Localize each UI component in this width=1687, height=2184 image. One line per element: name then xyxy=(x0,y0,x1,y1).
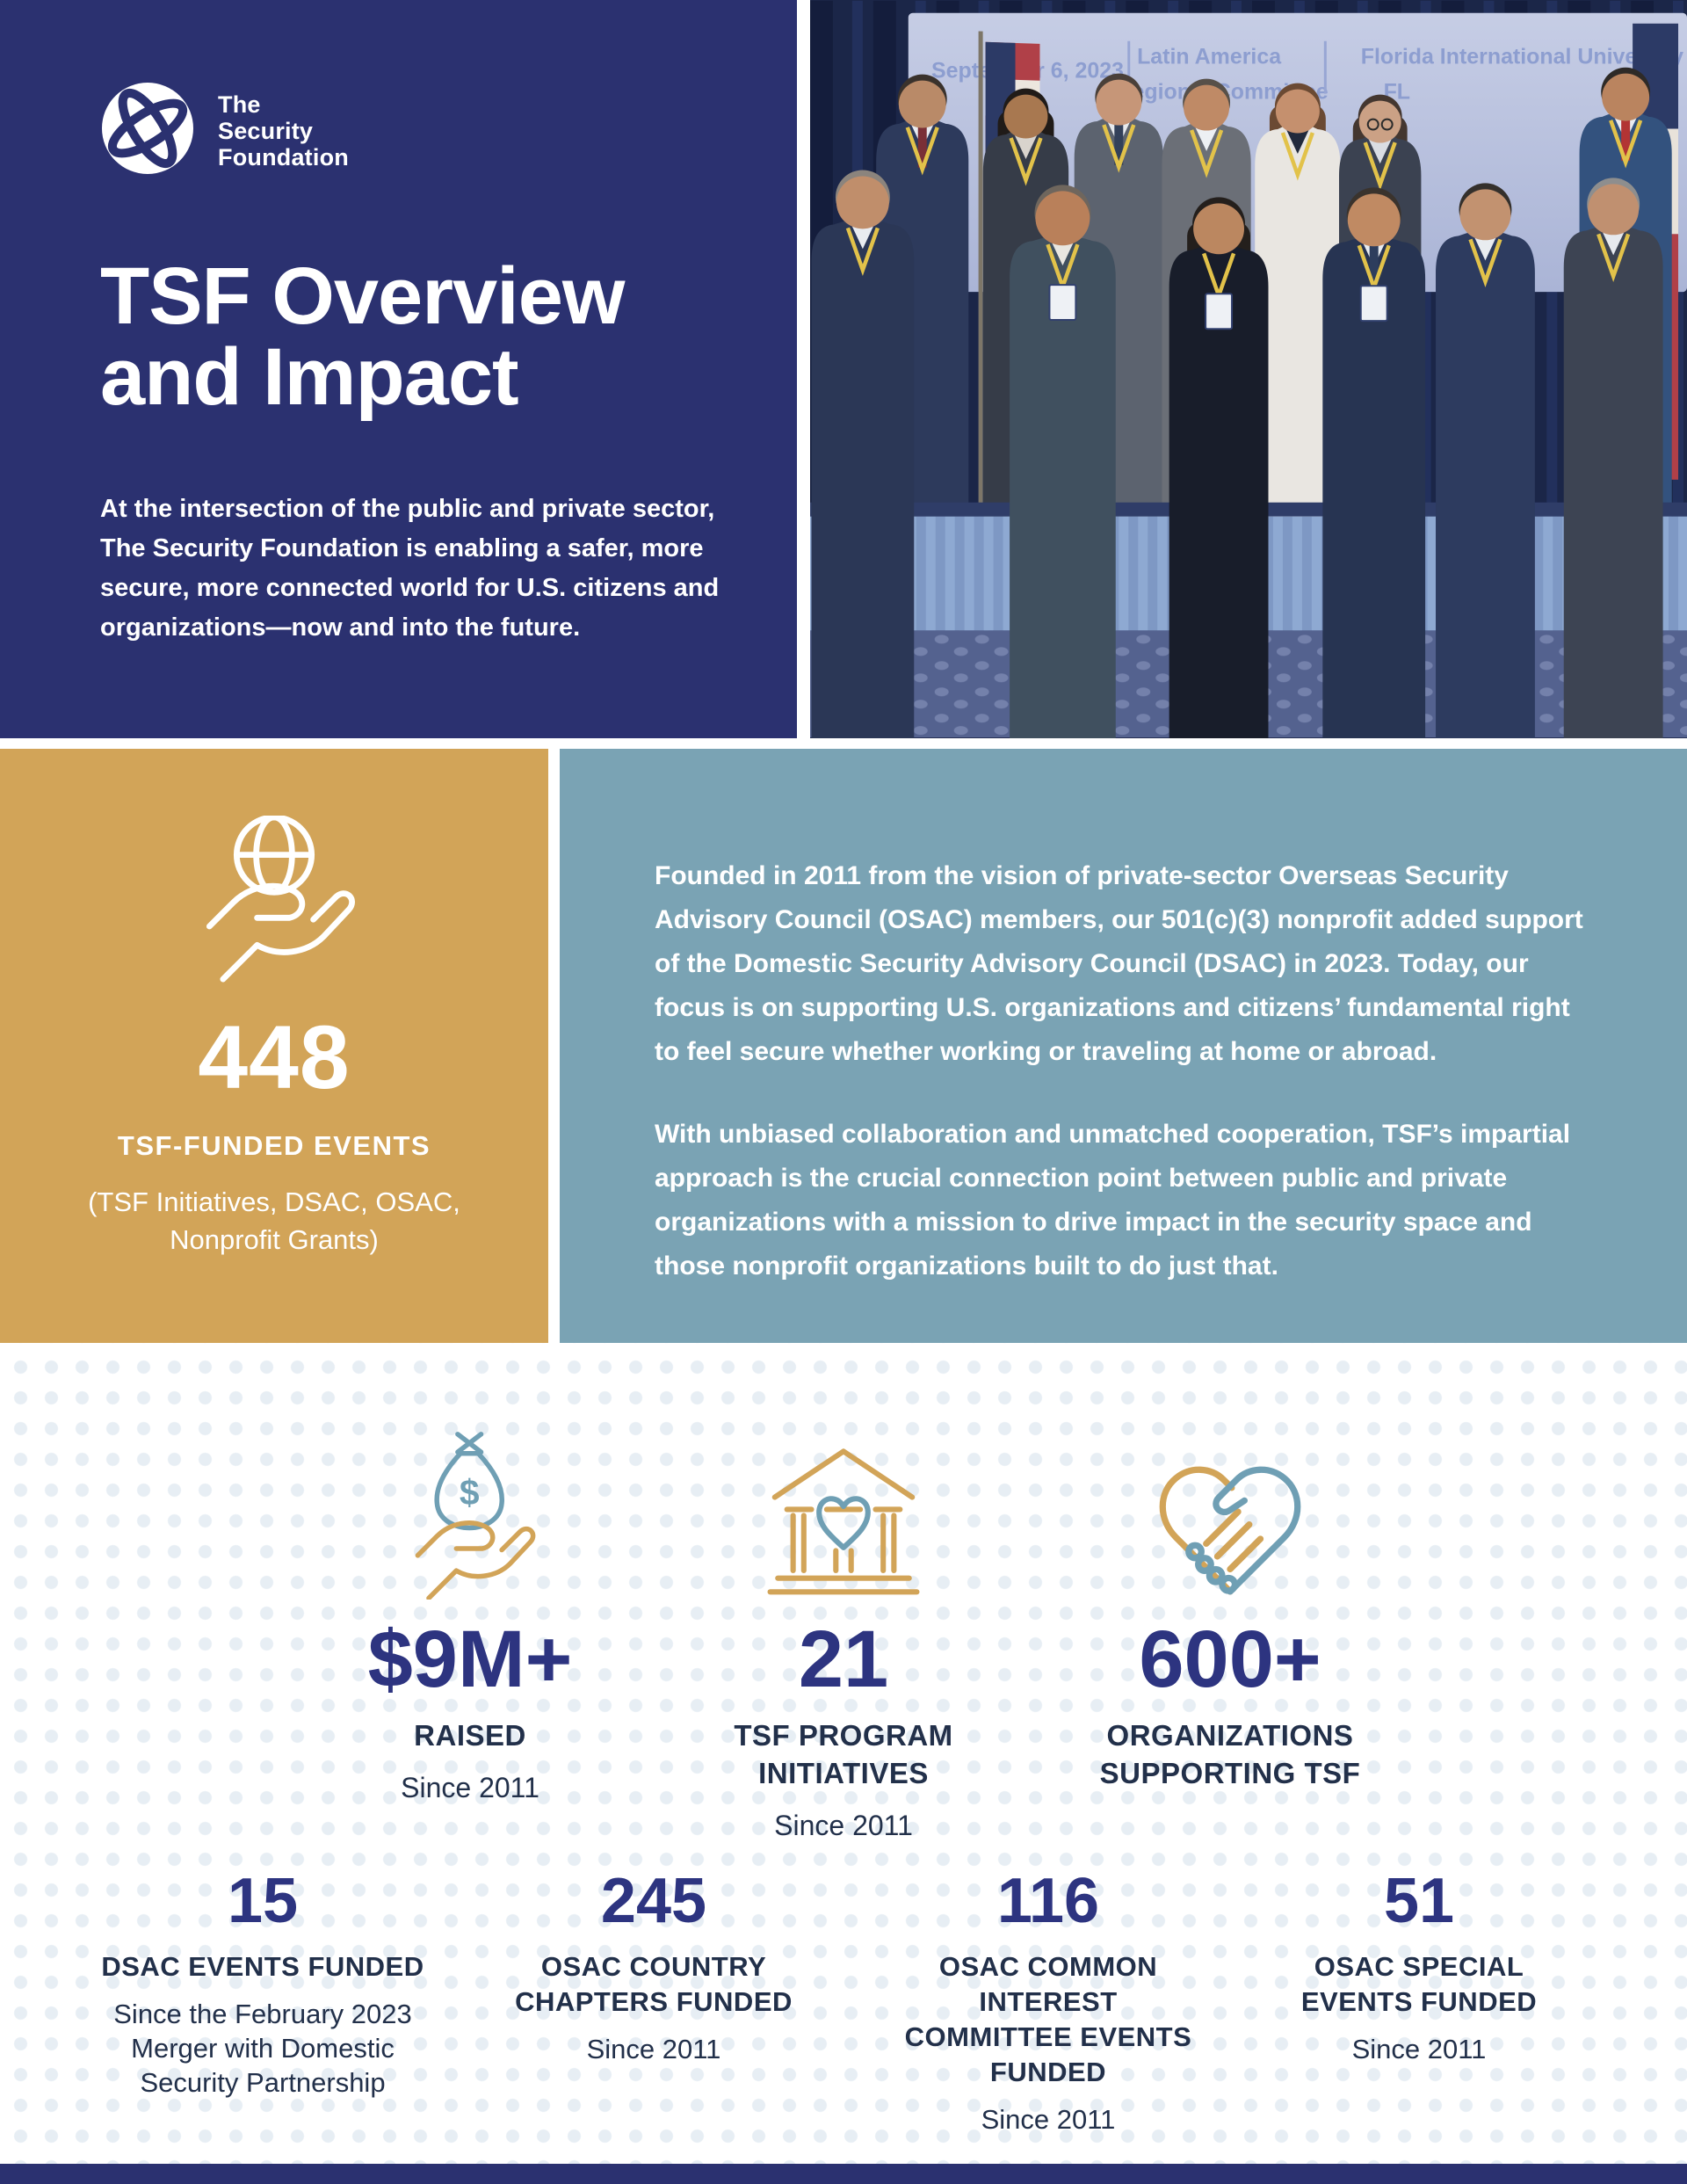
handshake-heart-icon xyxy=(1037,1427,1423,1600)
caption-divider xyxy=(1323,40,1327,94)
stat-raised-label: RAISED xyxy=(414,1719,526,1752)
logo-word-3: Foundation xyxy=(218,143,349,171)
stat-dsac-events-label: DSAC EVENTS FUNDED xyxy=(101,1951,424,1982)
globe-in-hand-icon xyxy=(184,814,365,986)
about-card: Founded in 2011 from the vision of priva… xyxy=(560,749,1687,1343)
org-logo: The Security Foundation xyxy=(100,81,797,180)
person xyxy=(811,170,915,738)
moneybag-hand-icon: $ xyxy=(277,1427,663,1600)
funded-events-card: 448 TSF-FUNDED EVENTS (TSF Initiatives, … xyxy=(0,749,548,1343)
person xyxy=(1010,185,1116,738)
stat-program-initiatives-sublabel: Since 2011 xyxy=(774,1810,913,1841)
stat-dsac-events-value: 15 xyxy=(227,1866,299,1936)
stat-country-chapters-value: 245 xyxy=(600,1866,707,1936)
stat-organizations-label: ORGANIZATIONS SUPPORTING TSF xyxy=(1099,1719,1361,1789)
intro-paragraph: At the intersection of the public and pr… xyxy=(100,495,720,642)
person xyxy=(1322,187,1426,738)
page-title: TSF Overview and Impact xyxy=(100,251,625,422)
stat-special-events-sublabel: Since 2011 xyxy=(1351,2034,1487,2064)
about-paragraph-2: With unbiased collaboration and unmatche… xyxy=(655,1120,1571,1281)
funded-events-label: TSF-FUNDED EVENTS xyxy=(117,1130,431,1161)
stat-organizations: 600+ ORGANIZATIONS SUPPORTING TSF xyxy=(1037,1427,1423,1808)
stat-raised: $ $9M+ RAISED Since 2011 xyxy=(277,1427,663,1805)
logo-word-2: Security xyxy=(218,117,314,144)
stat-country-chapters: 245 OSAC COUNTRY CHAPTERS FUNDED Since 2… xyxy=(456,1851,851,2066)
stat-program-initiatives-value: 21 xyxy=(798,1614,889,1704)
stat-program-initiatives-label: TSF PROGRAM INITIATIVES xyxy=(734,1719,953,1789)
stat-country-chapters-sublabel: Since 2011 xyxy=(586,2034,721,2064)
stat-program-initiatives: 21 TSF PROGRAM INITIATIVES Since 2011 xyxy=(650,1427,1037,1843)
person xyxy=(1255,83,1341,545)
stats-section: $ $9M+ RAISED Since 2011 xyxy=(0,1343,1687,2184)
stat-raised-sublabel: Since 2011 xyxy=(401,1772,539,1803)
stat-country-chapters-label: OSAC COUNTRY CHAPTERS FUNDED xyxy=(515,1951,793,2017)
footer-bar xyxy=(0,2164,1687,2184)
screen-caption-event-line1: Latin America xyxy=(1137,45,1282,69)
stat-special-events-label: OSAC SPECIAL EVENTS FUNDED xyxy=(1300,1951,1538,2017)
funded-events-sublabel: (TSF Initiatives, DSAC, OSAC, Nonprofit … xyxy=(88,1186,460,1255)
stat-dsac-events: 15 DSAC EVENTS FUNDED Since the February… xyxy=(65,1851,460,2100)
person xyxy=(1563,178,1663,738)
stat-common-interest: 116 OSAC COMMON INTEREST COMMITTEE EVENT… xyxy=(851,1851,1246,2137)
screen-caption-location-line1: Florida International University xyxy=(1361,45,1683,69)
about-paragraph-1: Founded in 2011 from the vision of priva… xyxy=(655,861,1583,1066)
bank-heart-icon xyxy=(650,1427,1037,1600)
header-panel: The Security Foundation TSF Overview and… xyxy=(0,0,797,738)
stat-special-events: 51 OSAC SPECIAL EVENTS FUNDED Since 2011 xyxy=(1221,1851,1617,2066)
globe-logo-icon xyxy=(100,81,195,180)
svg-text:$: $ xyxy=(460,1472,480,1513)
funded-events-number: 448 xyxy=(198,1007,351,1107)
logo-wordmark: The Security Foundation xyxy=(218,91,349,171)
stat-special-events-value: 51 xyxy=(1383,1866,1455,1936)
caption-divider xyxy=(1127,40,1131,94)
people-front-row xyxy=(811,170,1663,738)
conference-photo: September 6, 2023 Latin America Regional… xyxy=(810,0,1687,738)
person xyxy=(1436,183,1535,738)
stat-common-interest-label: OSAC COMMON INTEREST COMMITTEE EVENTS FU… xyxy=(904,1951,1192,2087)
person xyxy=(1169,197,1269,738)
logo-word-1: The xyxy=(218,91,261,118)
stat-common-interest-value: 116 xyxy=(996,1866,1100,1936)
stat-common-interest-sublabel: Since 2011 xyxy=(981,2104,1116,2135)
stat-organizations-value: 600+ xyxy=(1139,1614,1321,1704)
stat-raised-value: $9M+ xyxy=(367,1614,573,1704)
stat-dsac-events-sublabel: Since the February 2023 Merger with Dome… xyxy=(113,1999,412,2098)
